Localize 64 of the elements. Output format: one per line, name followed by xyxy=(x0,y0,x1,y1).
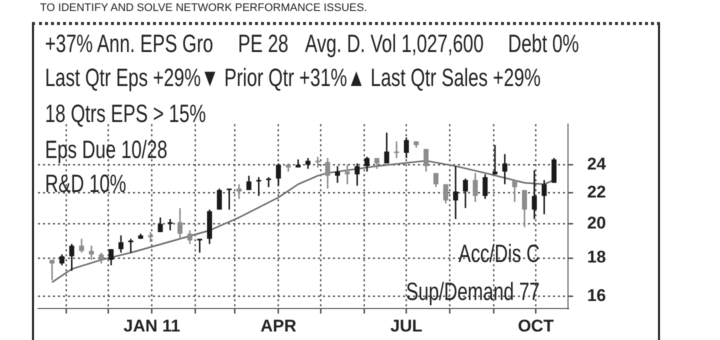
annotation: Eps Due 10/28 xyxy=(45,136,168,164)
annotation: Sup/Demand 77 xyxy=(406,278,540,306)
candlestick xyxy=(542,179,547,216)
candlestick xyxy=(443,184,448,204)
candlestick xyxy=(492,144,498,176)
annotation: Acc/Dis C xyxy=(458,240,540,268)
candlestick xyxy=(236,184,242,200)
candlestick xyxy=(334,165,340,184)
candlestick xyxy=(98,252,104,264)
annotation: R&D 10% xyxy=(45,170,126,198)
y-tick-label: 20 xyxy=(587,214,606,233)
text: TO IDENTIFY AND SOLVE NETWORK PERFORMANCE ISSUES. xyxy=(40,2,367,15)
candlestick xyxy=(256,176,262,197)
text: Last Qtr Eps +29%▼ Prior Qtr +31%▲ Last Qtr Sales +29% xyxy=(45,64,541,92)
x-tick-label: OCT xyxy=(518,316,554,336)
candlestick xyxy=(108,248,114,266)
candlestick xyxy=(552,157,557,184)
candlestick xyxy=(354,162,360,186)
candlestick xyxy=(216,188,222,210)
candlestick xyxy=(374,157,380,170)
candlestick xyxy=(305,157,310,170)
candlestick xyxy=(168,218,173,232)
candlestick xyxy=(433,172,438,188)
candlestick xyxy=(472,172,478,203)
text: Avg. D. Vol 1,027,600 xyxy=(305,30,484,58)
candlestick xyxy=(79,238,84,254)
candlestick xyxy=(424,148,429,172)
candlestick xyxy=(512,179,518,203)
candlestick xyxy=(502,153,508,186)
candlestick xyxy=(158,216,163,233)
candlestick xyxy=(226,188,232,210)
annotation: 18 Qtrs EPS > 15% xyxy=(45,100,206,128)
candlestick xyxy=(404,136,409,159)
candlestick xyxy=(187,230,192,245)
y-tick-label: 24 xyxy=(587,154,607,174)
text: PE 28 xyxy=(238,30,288,58)
text: Debt 0% xyxy=(508,30,579,58)
candlestick xyxy=(88,244,94,261)
candlestick xyxy=(364,156,370,172)
candlestick xyxy=(118,234,124,254)
candlestick xyxy=(266,176,272,188)
candlestick xyxy=(462,178,468,209)
candlestick xyxy=(315,156,320,168)
candlestick xyxy=(384,132,390,164)
x-tick-label: APR xyxy=(260,316,296,336)
candlestick xyxy=(50,259,55,282)
candlestick xyxy=(394,140,400,159)
candlestick xyxy=(344,164,350,186)
x-tick-label: JUL xyxy=(390,316,422,336)
candlestick xyxy=(532,169,537,220)
candlestick xyxy=(178,207,183,240)
candlestick xyxy=(59,254,64,266)
y-tick-label: 22 xyxy=(587,182,606,202)
candlestick xyxy=(325,157,330,190)
candlestick xyxy=(482,174,488,200)
candlestick xyxy=(69,243,74,272)
candlestick xyxy=(453,165,458,220)
x-tick-label: JAN 11 xyxy=(124,316,180,336)
candlestick xyxy=(246,175,252,191)
candlestick xyxy=(522,189,528,228)
y-tick-label: 18 xyxy=(587,248,606,267)
y-tick-label: 16 xyxy=(587,286,606,305)
text: +37% Ann. EPS Gro xyxy=(45,30,214,58)
candlestick xyxy=(276,162,281,186)
